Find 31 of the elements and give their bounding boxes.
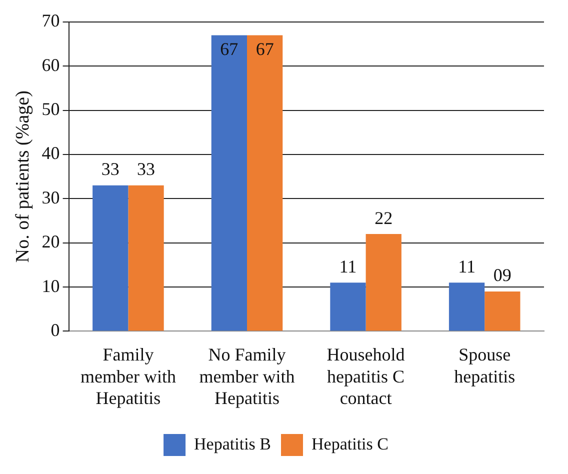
- y-axis-title: No. of patients (%age): [12, 90, 34, 263]
- y-tick-label: 50: [42, 99, 60, 120]
- x-tick-label: Family member with Hepatitis: [80, 344, 176, 408]
- y-tick-label: 0: [50, 320, 60, 340]
- bar: [128, 185, 164, 331]
- data-label: 22: [374, 208, 393, 228]
- y-tick-label: 70: [42, 10, 60, 31]
- y-tick-label: 40: [42, 143, 60, 164]
- data-label: 33: [137, 159, 156, 180]
- y-tick-label: 60: [42, 54, 60, 75]
- bar: [366, 234, 402, 331]
- x-tick-label: Spouse hepatitis: [454, 344, 516, 386]
- bar: [484, 291, 520, 331]
- bar: [247, 35, 283, 331]
- y-tick-label: 20: [42, 232, 60, 252]
- data-label: 09: [493, 265, 512, 286]
- data-label: 11: [458, 256, 476, 276]
- y-tick-label: 30: [42, 187, 60, 208]
- x-tick-label: Household hepatitis C contact: [326, 344, 405, 408]
- data-label: 67: [256, 38, 274, 59]
- bar: [211, 35, 247, 331]
- bar: [92, 185, 128, 331]
- y-tick-label: 10: [42, 276, 60, 296]
- legend-label: Hepatitis C: [312, 434, 388, 454]
- data-label: 11: [339, 256, 357, 276]
- x-tick-label: No Family member with Hepatitis: [199, 344, 295, 408]
- data-label: 33: [101, 159, 120, 180]
- bar: [448, 282, 485, 331]
- bar: [330, 282, 366, 331]
- data-label: 67: [220, 38, 238, 59]
- legend-label: Hepatitis B: [194, 434, 272, 454]
